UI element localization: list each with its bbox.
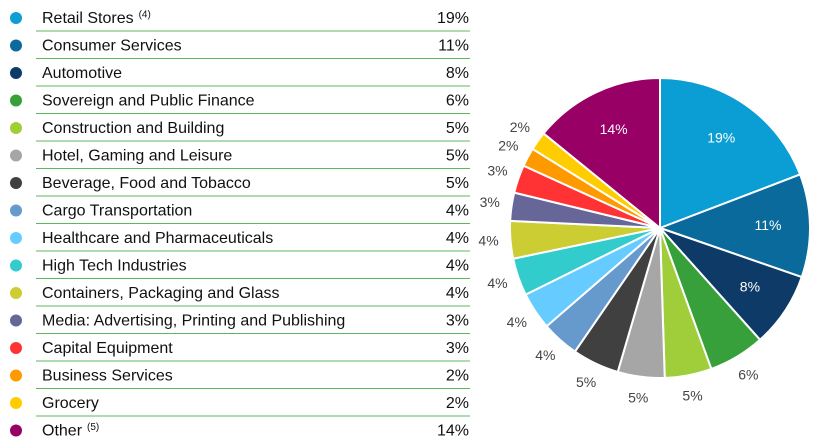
slice-label: 5% bbox=[628, 389, 648, 405]
legend-value: 8% bbox=[446, 65, 469, 82]
legend-label: Healthcare and Pharmaceuticals bbox=[42, 230, 273, 247]
pie-slice bbox=[657, 173, 811, 279]
slice-label: 4% bbox=[535, 347, 555, 363]
legend-label: Business Services bbox=[42, 368, 173, 385]
legend-label: Construction and Building bbox=[42, 120, 224, 137]
slice-label: 5% bbox=[682, 388, 702, 404]
slice-label: 6% bbox=[738, 366, 758, 382]
legend-value: 19% bbox=[437, 10, 469, 27]
slice-label: 4% bbox=[487, 275, 507, 291]
legend-dot bbox=[10, 259, 22, 272]
pie-slice bbox=[659, 76, 802, 230]
legend-dot bbox=[10, 369, 22, 382]
slice-label: 11% bbox=[754, 217, 781, 233]
legend-dot bbox=[10, 397, 22, 409]
legend-value: 4% bbox=[446, 230, 469, 247]
legend-value: 6% bbox=[446, 93, 469, 110]
legend-value: 14% bbox=[437, 423, 469, 437]
slice-label: 2% bbox=[510, 119, 530, 135]
legend-value: 4% bbox=[446, 258, 469, 275]
footnote: (4) bbox=[139, 10, 151, 21]
legend-label: Consumer Services bbox=[42, 38, 182, 55]
legend-dot bbox=[10, 314, 22, 327]
legend-value: 3% bbox=[446, 313, 469, 330]
legend-label: Other bbox=[42, 423, 83, 437]
legend-dot bbox=[10, 177, 22, 189]
slice-label: 19% bbox=[707, 130, 735, 146]
legend-dot bbox=[10, 122, 22, 134]
slice-label: 3% bbox=[480, 194, 500, 210]
legend-dot bbox=[10, 232, 22, 244]
legend-dot bbox=[10, 149, 22, 162]
legend-label: Automotive bbox=[42, 65, 122, 82]
legend-label: Media: Advertising, Printing and Publish… bbox=[42, 313, 345, 330]
legend-label: Hotel, Gaming and Leisure bbox=[42, 148, 232, 165]
legend-value: 4% bbox=[446, 285, 469, 302]
legend-label: Grocery bbox=[42, 395, 99, 412]
legend-value: 5% bbox=[446, 148, 469, 165]
legend-label: Containers, Packaging and Glass bbox=[42, 285, 279, 302]
legend-dot bbox=[10, 94, 22, 107]
legend-dot bbox=[10, 204, 22, 217]
legend-dot bbox=[10, 12, 22, 24]
footnote: (5) bbox=[87, 422, 99, 433]
slice-label: 4% bbox=[478, 232, 498, 248]
legend-dot bbox=[10, 67, 22, 79]
legend-value: 5% bbox=[446, 175, 469, 192]
slice-label: 4% bbox=[507, 314, 527, 330]
legend-value: 2% bbox=[446, 395, 469, 412]
legend-label: Capital Equipment bbox=[42, 340, 173, 357]
slice-label: 3% bbox=[487, 162, 507, 178]
legend-label: High Tech Industries bbox=[42, 258, 187, 275]
legend-value: 11% bbox=[438, 38, 469, 55]
legend-dot bbox=[10, 287, 22, 299]
slice-label: 8% bbox=[740, 279, 760, 295]
legend-label: Beverage, Food and Tobacco bbox=[42, 175, 251, 192]
legend-dot bbox=[10, 39, 22, 52]
slice-label: 14% bbox=[600, 121, 628, 137]
legend-label: Sovereign and Public Finance bbox=[42, 93, 255, 110]
legend-label: Cargo Transportation bbox=[42, 203, 192, 220]
legend-dot bbox=[10, 342, 22, 354]
legend-value: 3% bbox=[446, 340, 469, 357]
legend-value: 4% bbox=[446, 203, 469, 220]
slice-label: 2% bbox=[498, 137, 518, 153]
pie-slice bbox=[542, 76, 661, 231]
slice-label: 5% bbox=[576, 374, 596, 390]
legend-value: 5% bbox=[446, 120, 469, 137]
legend-label: Retail Stores bbox=[42, 10, 134, 27]
legend-value: 2% bbox=[446, 368, 469, 385]
legend-dot bbox=[10, 424, 22, 437]
